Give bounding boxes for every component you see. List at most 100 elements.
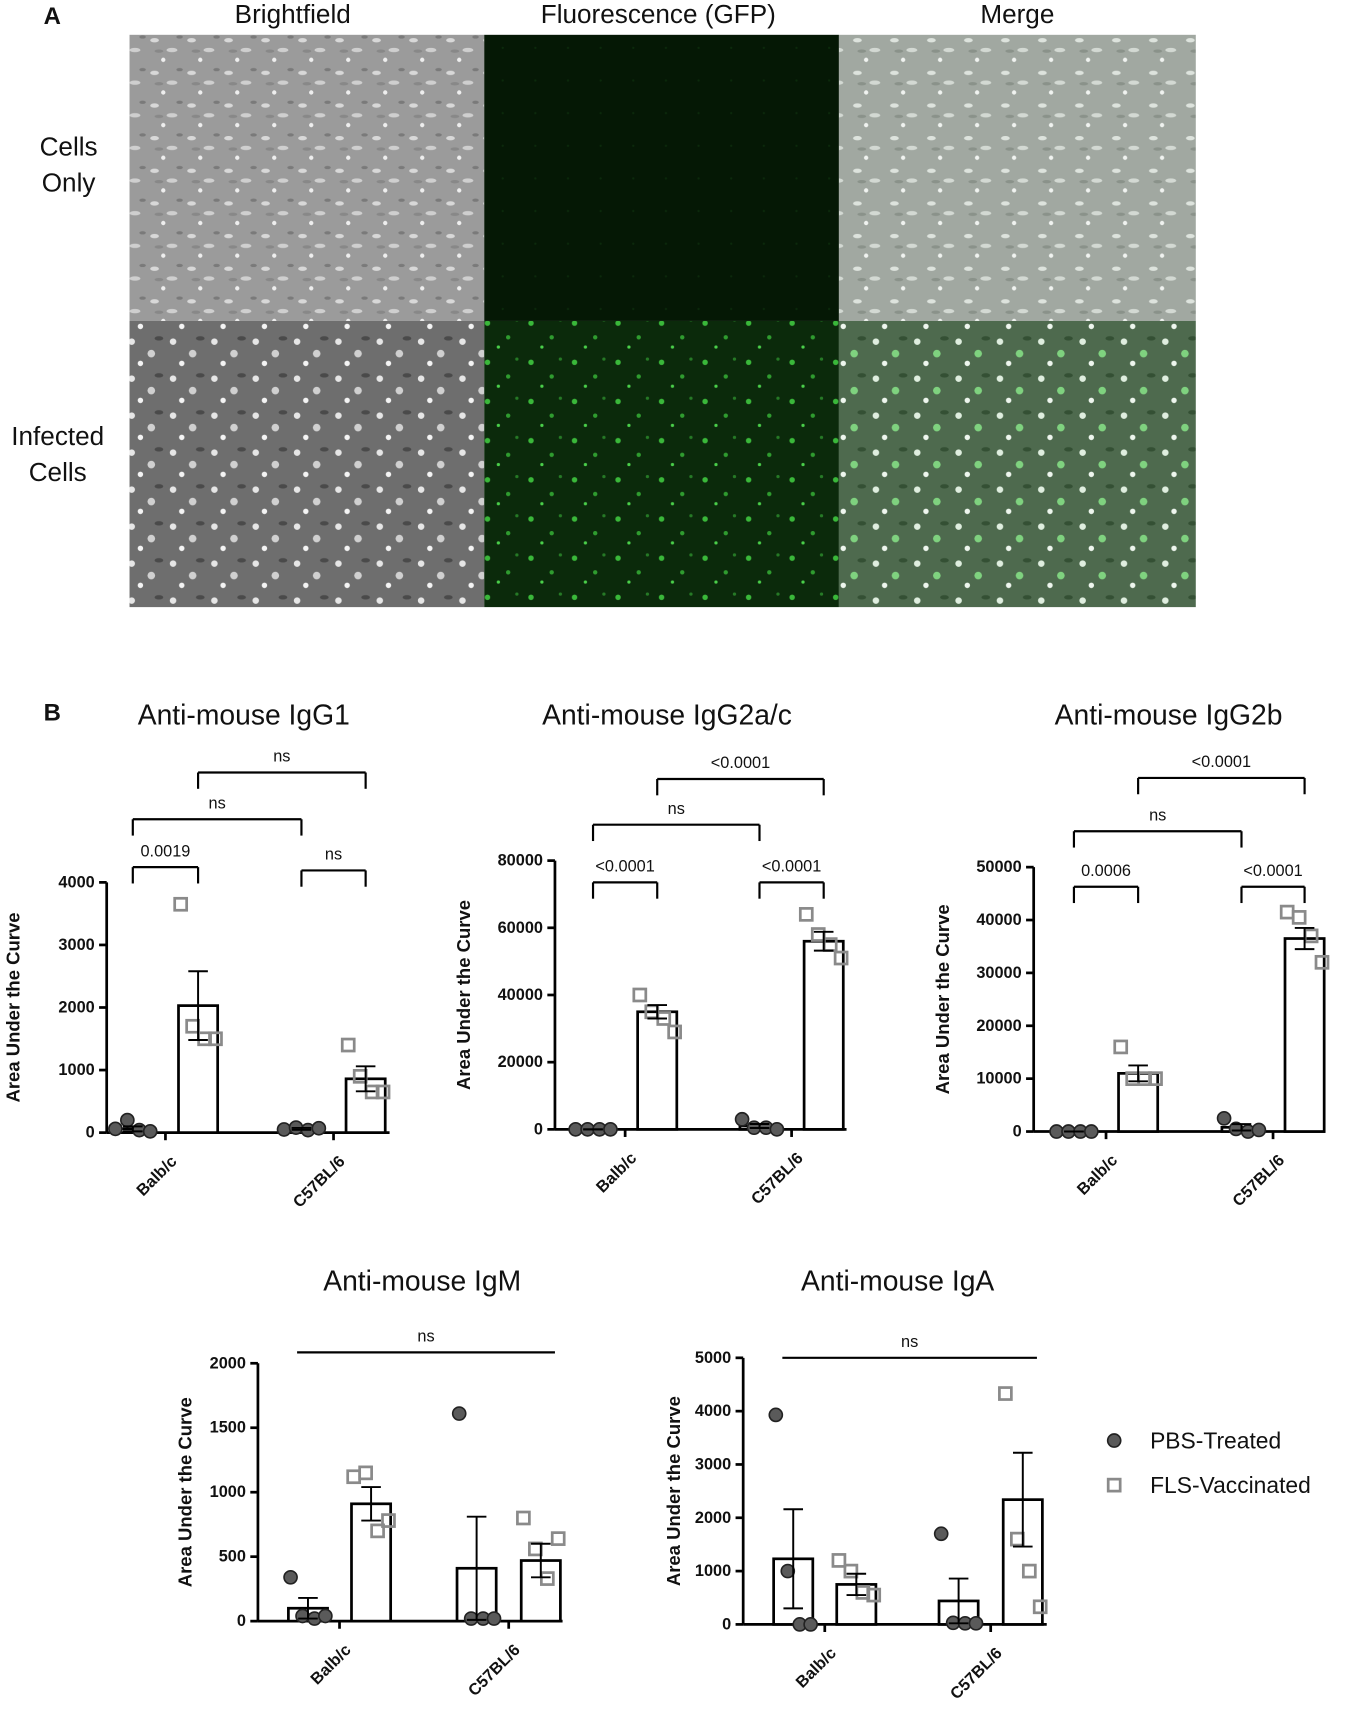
y-tick-label: 5000 [695,1349,731,1367]
y-tick-label: 0 [534,1120,543,1138]
data-point [769,1122,785,1137]
data-point [358,1465,373,1481]
data-point [1279,904,1295,920]
data-point [632,987,648,1003]
significance-label: ns [1149,806,1166,824]
chart-title: Anti-mouse IgG1 [138,699,350,731]
data-point [340,1037,356,1053]
y-tick-label: 10000 [976,1070,1021,1088]
y-tick-label: 4000 [695,1402,731,1420]
data-point [1113,1039,1129,1055]
micrograph [129,320,485,608]
legend-label: FLS-Vaccinated [1150,1472,1311,1498]
data-point [1148,1071,1163,1086]
y-axis-label: Area Under the Curve [932,904,953,1094]
data-point [318,1608,333,1624]
y-tick-label: 500 [219,1548,246,1566]
significance-label: <0.0001 [711,754,770,772]
chart-title: Anti-mouse IgM [323,1264,521,1296]
y-tick-label: 40000 [976,911,1021,929]
y-tick-label: 1000 [58,1061,94,1079]
data-point [1021,1563,1037,1579]
x-tick-label: C57BL/6 [748,1149,807,1208]
y-tick-label: 50000 [976,858,1021,876]
legend-label: PBS-Treated [1150,1428,1281,1454]
data-point [603,1122,618,1137]
significance-label: ns [668,800,685,818]
significance-label: ns [417,1328,434,1346]
x-tick-label: C57BL/6 [1229,1151,1288,1210]
data-point [933,1526,949,1542]
data-point [451,1406,467,1421]
data-point [1083,1124,1099,1139]
data-point [968,1615,984,1631]
data-point [283,1569,298,1585]
significance-label: <0.0001 [762,857,821,875]
row-label: Cells [29,457,87,487]
significance-label: ns [273,748,290,766]
panel-label: B [44,699,61,726]
x-tick-label: C57BL/6 [290,1152,349,1211]
y-tick-label: 30000 [976,964,1021,982]
data-point [810,927,826,942]
x-tick-label: Balb/c [1074,1151,1121,1198]
significance-label: <0.0001 [595,857,654,875]
x-tick-label: Balb/c [307,1641,354,1688]
data-point [831,1553,847,1568]
data-point [780,1563,796,1579]
data-point [120,1112,135,1128]
y-tick-label: 3000 [58,936,94,954]
column-title: Fluorescence (GFP) [541,0,776,29]
significance-label: ns [901,1333,918,1351]
y-axis-label: Area Under the Curve [175,1397,196,1587]
legend-marker [1106,1433,1122,1448]
data-point [1216,1110,1232,1126]
data-point [866,1587,882,1603]
data-point [346,1469,362,1485]
data-point [1049,1124,1064,1139]
bar [802,939,845,1131]
data-point [539,1571,555,1586]
y-tick-label: 20000 [498,1053,543,1071]
x-tick-label: C57BL/6 [947,1644,1006,1703]
data-point [1291,910,1307,925]
y-axis-label: Area Under the Curve [3,912,24,1102]
data-point [1032,1599,1048,1615]
data-point [208,1031,223,1047]
y-tick-label: 40000 [498,986,543,1004]
y-tick-label: 20000 [976,1017,1021,1035]
y-tick-label: 0 [86,1124,95,1142]
y-tick-label: 60000 [498,919,543,937]
column-title: Brightfield [235,0,351,29]
row-label: Only [42,167,96,197]
y-axis-label: Area Under the Curve [663,1396,684,1586]
legend-marker [1106,1477,1122,1493]
micrograph [129,34,485,321]
data-point [486,1611,502,1626]
row-label: Cells [40,132,98,162]
x-tick-label: Balb/c [793,1644,840,1691]
data-point [381,1513,396,1528]
y-tick-label: 0 [1013,1123,1022,1141]
y-tick-label: 2000 [695,1509,731,1527]
significance-label: 0.0006 [1081,862,1131,880]
y-tick-label: 1000 [210,1483,246,1501]
y-axis-label: Area Under the Curve [453,900,474,1090]
significance-label: ns [209,794,226,812]
y-tick-label: 80000 [498,852,543,870]
data-point [843,1563,859,1579]
y-tick-label: 1500 [210,1419,246,1437]
micrograph [484,320,839,608]
data-point [734,1111,750,1127]
panel-label: A [44,3,61,30]
chart-title: Anti-mouse IgG2a/c [542,699,792,731]
data-point [798,907,814,922]
data-point [173,896,189,912]
significance-label: ns [325,846,342,864]
data-point [311,1120,327,1136]
data-point [375,1084,391,1100]
significance-label: 0.0019 [140,842,190,860]
data-point [370,1523,385,1539]
